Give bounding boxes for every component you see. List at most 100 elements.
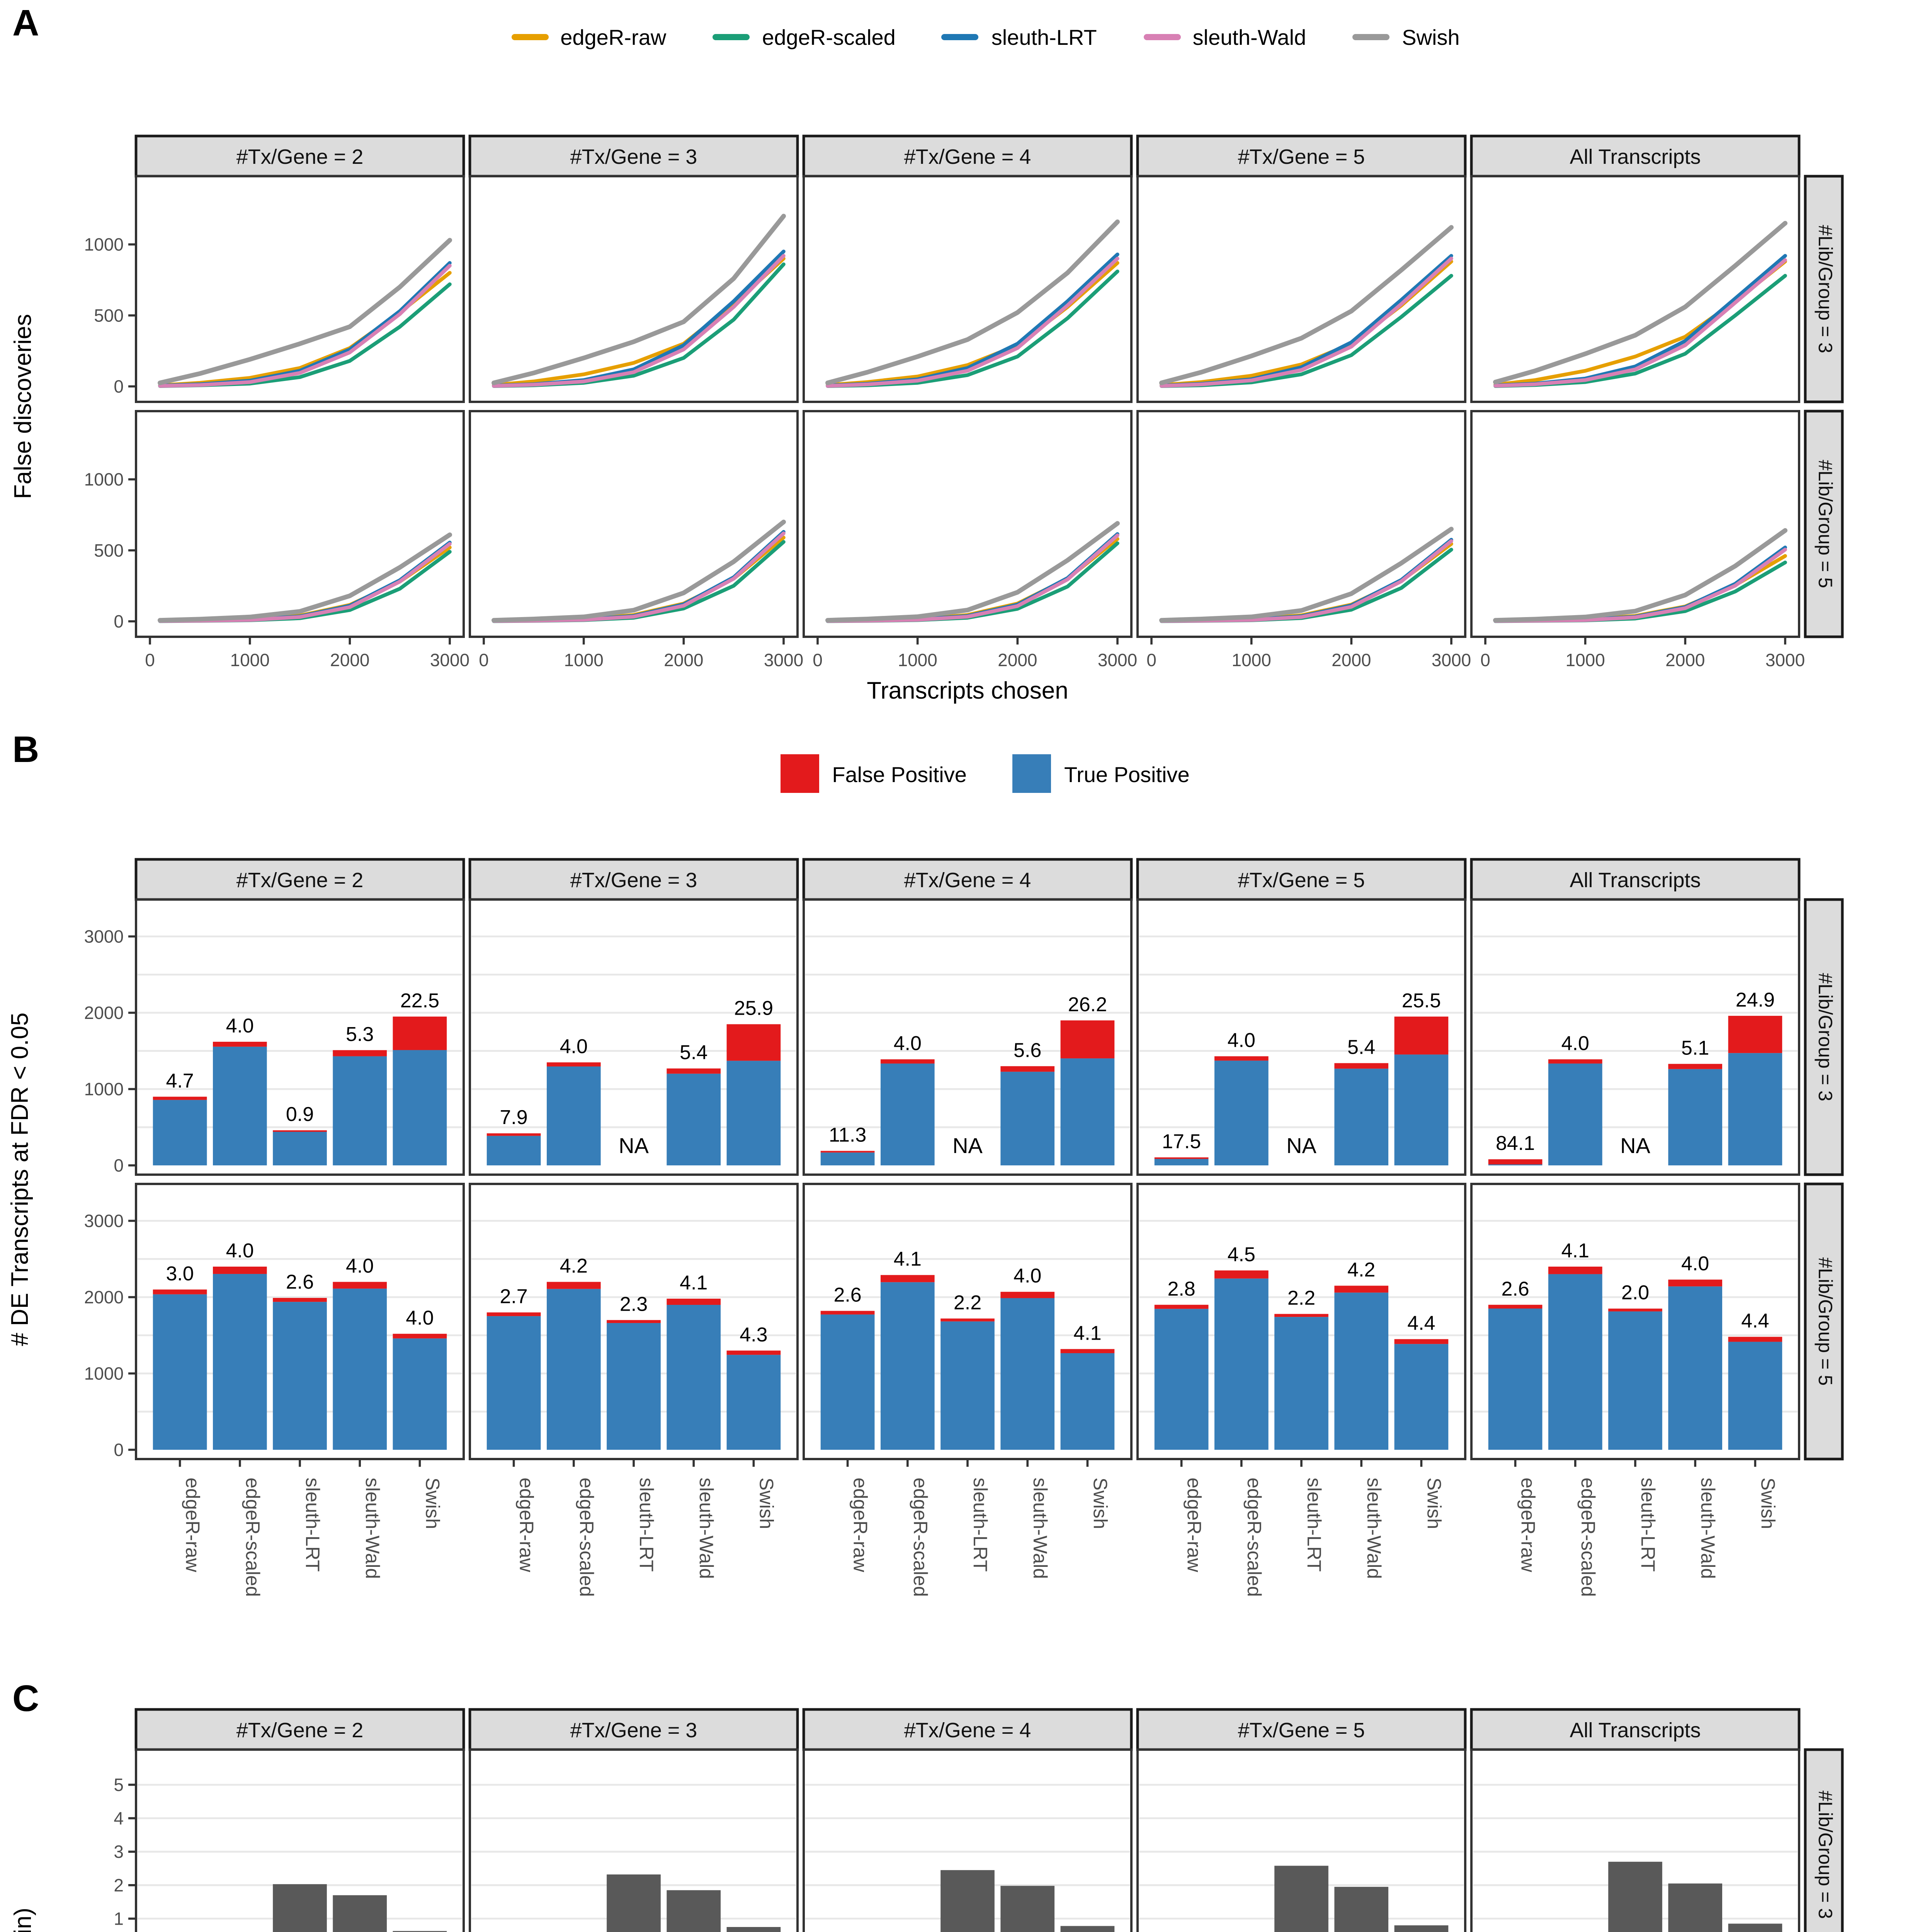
facet-strip — [468, 1708, 799, 1751]
bar-false-positive — [153, 1289, 207, 1294]
fdr-value-label: 4.0 — [1014, 1265, 1041, 1287]
plot-panel — [803, 410, 1133, 638]
legend-label: True Positive — [1064, 761, 1190, 786]
fdr-value-label: 4.1 — [1561, 1240, 1589, 1262]
facet-strip-label: #Tx/Gene = 2 — [236, 145, 364, 168]
bar-false-positive — [726, 1350, 781, 1355]
row-strip — [1804, 1748, 1844, 1932]
bar-true-positive — [1488, 1164, 1543, 1165]
row-strip-label: #Lib/Group = 5 — [1815, 460, 1836, 588]
fdr-value-label: 24.9 — [1736, 989, 1775, 1011]
y-tick-label: 0 — [114, 1440, 124, 1460]
x-tick-label: 2000 — [998, 650, 1037, 670]
fdr-value-label: 2.6 — [286, 1271, 314, 1293]
y-tick-label: 4 — [114, 1808, 124, 1828]
bar-true-positive — [1548, 1274, 1602, 1450]
bar-true-positive — [333, 1056, 387, 1165]
bar-false-positive — [1548, 1267, 1602, 1274]
x-tick-label: 1000 — [230, 650, 269, 670]
row-strip-label: #Lib/Group = 5 — [1815, 1257, 1836, 1386]
row-strip — [1804, 175, 1844, 403]
panel-a-chart: #Tx/Gene = 2 #Tx/Gene = 3 #Tx/Gene = 4 #Tx/… — [10, 134, 1844, 704]
fdr-value-label: 4.0 — [1228, 1029, 1255, 1052]
panel-b-chart: #Tx/Gene = 2 #Tx/Gene = 3 #Tx/Gene = 4 #Tx/… — [7, 858, 1844, 1597]
fdr-value-label: 4.0 — [894, 1032, 922, 1054]
category-label: edgeR-scaled — [1243, 1478, 1265, 1597]
legend-key-icon — [1143, 34, 1180, 40]
bar-false-positive — [1154, 1304, 1209, 1309]
category-label: edgeR-raw — [516, 1478, 537, 1572]
fdr-value-label: 4.0 — [346, 1255, 374, 1277]
bar-true-positive — [1154, 1158, 1209, 1165]
plot-panel — [1136, 410, 1466, 638]
bar-false-positive — [667, 1298, 721, 1305]
x-tick-label: 0 — [1146, 650, 1156, 670]
bar-true-positive — [1394, 1054, 1449, 1165]
facet-strip — [134, 858, 465, 901]
category-label: sleuth-Wald — [696, 1478, 717, 1579]
bar-false-positive — [1394, 1339, 1449, 1344]
bar-false-positive — [1060, 1020, 1115, 1059]
bar-true-positive — [393, 1338, 447, 1450]
facet-strip-label: All Transcripts — [1570, 1719, 1701, 1742]
bar-false-positive — [1394, 1016, 1449, 1055]
bar-false-positive — [1728, 1015, 1782, 1053]
panel-b-legend: False Positive True Positive — [0, 754, 1932, 793]
facet-strip — [802, 134, 1133, 178]
facet-strip — [802, 1708, 1133, 1751]
facet-strip-label: #Tx/Gene = 4 — [904, 1719, 1031, 1742]
x-tick-label: 3000 — [430, 650, 469, 670]
fdr-value-label: 2.6 — [833, 1284, 861, 1306]
legend-key-icon — [781, 754, 820, 793]
category-label: edgeR-scaled — [576, 1478, 597, 1597]
bar-false-positive — [820, 1151, 875, 1153]
fdr-value-label: 3.0 — [166, 1262, 194, 1285]
bar-true-positive — [273, 1130, 327, 1165]
bar-true-positive — [667, 1073, 721, 1165]
bar-true-positive — [880, 1063, 935, 1165]
bar-false-positive — [1060, 1349, 1115, 1353]
line-Swish — [158, 238, 452, 385]
bar-false-positive — [333, 1282, 387, 1289]
bar-time — [1668, 1883, 1723, 1932]
bar-true-positive — [213, 1274, 267, 1450]
y-tick-label: 3000 — [84, 1211, 124, 1231]
fdr-value-label: 22.5 — [400, 990, 439, 1012]
bar-false-positive — [1668, 1064, 1723, 1069]
bar-true-positive — [213, 1046, 267, 1165]
fdr-value-label: 5.6 — [1014, 1039, 1041, 1061]
y-tick-label: 1000 — [84, 235, 124, 255]
y-tick-label: 2 — [114, 1875, 124, 1895]
line-Swish — [492, 519, 786, 623]
fdr-value-label: 4.0 — [226, 1015, 254, 1037]
bar-false-positive — [607, 1320, 661, 1323]
category-label: sleuth-LRT — [636, 1478, 657, 1572]
bar-time — [940, 1870, 995, 1932]
bar-false-positive — [667, 1068, 721, 1074]
bar-false-positive — [1214, 1270, 1269, 1279]
fdr-value-label: 4.0 — [560, 1035, 588, 1058]
bar-time — [667, 1890, 721, 1932]
row-strip — [1804, 1182, 1844, 1461]
bar-true-positive — [1608, 1311, 1662, 1450]
fdr-value-label: 4.4 — [1741, 1310, 1769, 1332]
legend-item-True Positive: True Positive — [1013, 754, 1190, 793]
bar-false-positive — [546, 1062, 601, 1067]
x-tick-label: 3000 — [1432, 650, 1471, 670]
facet-strip-label: #Tx/Gene = 3 — [570, 1719, 697, 1742]
bar-false-positive — [1274, 1314, 1328, 1317]
bar-false-positive — [153, 1097, 207, 1100]
x-tick-label: 2000 — [1665, 650, 1705, 670]
line-Swish — [1159, 225, 1454, 385]
bar-time — [1274, 1866, 1328, 1932]
category-label: edgeR-scaled — [242, 1478, 264, 1597]
category-label: edgeR-raw — [182, 1478, 204, 1572]
x-tick-label: 0 — [1480, 650, 1490, 670]
bar-true-positive — [607, 1323, 661, 1450]
fdr-value-label: 4.1 — [680, 1272, 707, 1294]
fdr-value-label: 25.5 — [1402, 990, 1441, 1012]
fdr-value-label: 17.5 — [1162, 1130, 1201, 1153]
bar-time — [726, 1927, 781, 1932]
legend-key-icon — [713, 34, 750, 40]
y-tick-label: 3 — [114, 1842, 124, 1862]
